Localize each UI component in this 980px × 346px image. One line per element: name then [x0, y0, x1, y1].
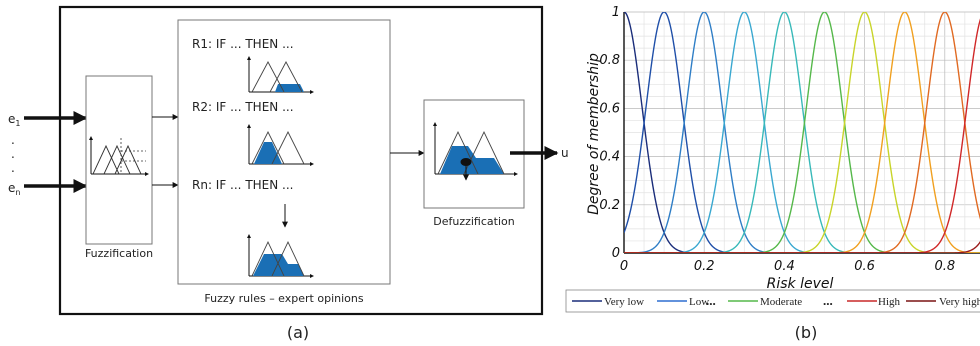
input-dot-2: . [11, 147, 15, 161]
input-en-label: en [8, 181, 20, 197]
rule-1-membership-icon [247, 56, 314, 94]
legend-ellipsis: ... [823, 293, 833, 308]
membership-curve [624, 12, 980, 253]
membership-curve [624, 18, 980, 253]
y-tick-label: 0.4 [599, 150, 620, 165]
input-e1-label: e1 [8, 112, 20, 128]
input-dot-1: . [11, 133, 15, 147]
chart-tick-labels: 0 0.2 0.4 0.6 0.8 0 0.2 0.4 0.6 0.8 1 [599, 5, 955, 274]
legend-label: Moderate [760, 296, 802, 308]
rule-2-membership-icon [247, 124, 314, 166]
defuzzification-label: Defuzzification [433, 215, 515, 228]
rule-1-label: R1: IF ... THEN ... [192, 37, 294, 51]
legend-label: Very low [604, 296, 644, 308]
x-axis-label: Risk level [767, 276, 834, 292]
rules-box [177, 19, 391, 285]
fuzzification-label: Fuzzification [85, 247, 153, 260]
membership-curve [624, 12, 980, 253]
fuzzification-box [85, 75, 153, 245]
y-tick-label: 0.6 [599, 101, 620, 116]
chart-legend: Very low Low Moderate High Very high...... [565, 289, 980, 313]
fuzzification-icon [89, 136, 149, 176]
legend-label: Very high [939, 296, 980, 308]
panel-b-chart: 0 0.2 0.4 0.6 0.8 0 0.2 0.4 0.6 0.8 1 Risk level D… [565, 5, 980, 342]
x-tick-label: 0.8 [934, 259, 955, 274]
chart-grid [623, 11, 980, 254]
panel-b-caption: (b) [795, 323, 818, 342]
rules-caption: Fuzzy rules – expert opinions [204, 292, 363, 305]
rule-n-membership-icon [247, 234, 314, 278]
membership-curve [624, 12, 980, 253]
legend-box [565, 289, 980, 313]
system-outer-box [58, 5, 544, 316]
chart-series [624, 12, 980, 253]
x-tick-label: 0.6 [854, 259, 875, 274]
membership-curve [624, 240, 980, 253]
y-tick-label: 1 [612, 5, 620, 20]
rule-2-label: R2: IF ... THEN ... [192, 100, 294, 114]
legend-ellipsis: ... [706, 293, 716, 308]
output-label: u [561, 146, 569, 160]
input-dot-3: . [11, 161, 15, 175]
panel-a-caption: (a) [287, 323, 309, 342]
x-tick-label: 0.4 [774, 259, 795, 274]
y-tick-label: 0.8 [599, 53, 620, 68]
membership-curve [624, 12, 980, 253]
x-tick-label: 0 [620, 259, 628, 274]
defuzzification-icon [433, 122, 518, 181]
panel-a: e1 . . . en Fuzzification R1: I [8, 5, 569, 342]
rule-n-label: Rn: IF ... THEN ... [192, 178, 293, 192]
y-tick-label: 0 [612, 246, 620, 261]
x-tick-label: 0.2 [694, 259, 715, 274]
y-axis-label: Degree of membership [586, 53, 602, 215]
legend-label: High [878, 296, 901, 308]
legend-label: Low [689, 296, 709, 308]
y-tick-label: 0.2 [599, 198, 620, 213]
